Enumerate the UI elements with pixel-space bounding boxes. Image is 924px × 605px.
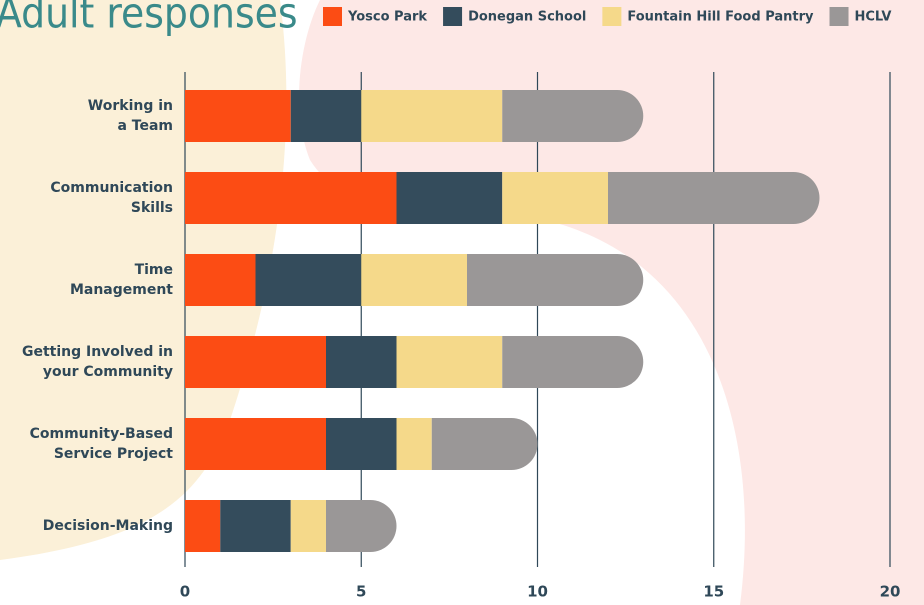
legend-swatch bbox=[443, 7, 463, 26]
legend-swatch bbox=[323, 7, 342, 26]
y-tick-label: Time Management bbox=[70, 262, 173, 298]
legend-label: HCLV bbox=[855, 10, 892, 25]
bar-segment bbox=[396, 418, 432, 470]
bar-segment bbox=[361, 90, 503, 142]
bar-segment bbox=[502, 90, 644, 142]
legend-swatch bbox=[602, 7, 622, 26]
legend-label: Fountain Hill Food Pantry bbox=[627, 10, 814, 25]
bar-segment bbox=[502, 336, 644, 388]
x-tick-label: 15 bbox=[703, 583, 724, 601]
bar-segment bbox=[290, 500, 326, 552]
bar-segment bbox=[220, 500, 291, 552]
bar-segment bbox=[185, 254, 256, 306]
y-tick-label: Communication Skills bbox=[50, 180, 173, 216]
x-tick-label: 5 bbox=[356, 583, 366, 601]
bar-segment bbox=[255, 254, 362, 306]
bar-segment bbox=[467, 254, 644, 306]
background-blob bbox=[299, 0, 924, 605]
bar-segment bbox=[326, 500, 397, 552]
bar-segment bbox=[431, 418, 538, 470]
y-tick-label: Community-Based Service Project bbox=[30, 426, 174, 462]
y-tick-label: Getting Involved in your Community bbox=[22, 344, 173, 380]
bar-segment bbox=[326, 418, 397, 470]
y-tick-label: Working in a Team bbox=[88, 98, 173, 134]
legend-label: Donegan School bbox=[468, 10, 586, 25]
bar-segment bbox=[396, 336, 503, 388]
bar-segment bbox=[290, 90, 362, 142]
bar-segment bbox=[185, 336, 326, 388]
bar-segment bbox=[502, 172, 608, 224]
x-tick-label: 10 bbox=[527, 583, 548, 601]
chart-title: Adult responses bbox=[0, 0, 298, 38]
bar-segment bbox=[185, 172, 397, 224]
bar-segment bbox=[185, 418, 326, 470]
bar-segment bbox=[326, 336, 397, 388]
bar-segment bbox=[185, 90, 291, 142]
y-tick-label: Decision-Making bbox=[43, 518, 173, 534]
bar-segment bbox=[361, 254, 467, 306]
x-tick-label: 20 bbox=[880, 583, 901, 601]
bar-segment bbox=[185, 500, 221, 552]
bar-segment bbox=[608, 172, 820, 225]
legend-swatch bbox=[829, 7, 849, 26]
legend-label: Yosco Park bbox=[347, 10, 427, 25]
bar-segment bbox=[396, 172, 503, 224]
x-tick-label: 0 bbox=[180, 583, 190, 601]
